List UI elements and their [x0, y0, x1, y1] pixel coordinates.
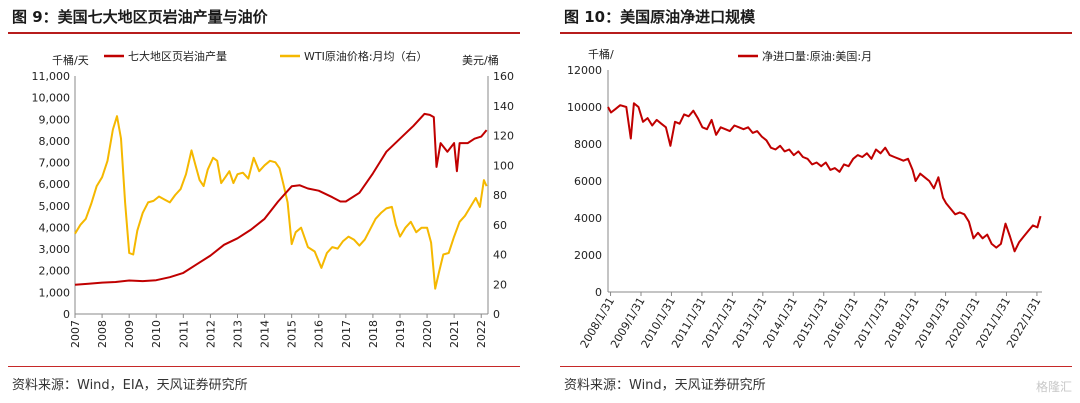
x-tick-label: 2015 — [286, 320, 299, 348]
right-y-tick-label: 100 — [493, 159, 514, 172]
right-chart-panel: 图 10：美国原油净进口规模 0 2000 4000 6000 8000 10000 120… — [552, 0, 1080, 403]
x-tick-label: 2011 — [177, 320, 190, 348]
left-y-tick-label: 2,000 — [39, 265, 71, 278]
right-chart-title: 图 10：美国原油净进口规模 — [564, 8, 756, 26]
left-y-tick-label: 9,000 — [39, 113, 71, 126]
y-tick-label: 12000 — [567, 64, 602, 77]
x-tick-label: 2016 — [313, 320, 326, 348]
x-tick-label: 2020 — [421, 320, 434, 348]
y-unit-label: 千桶/ — [588, 47, 614, 61]
left-y-tick-label: 4,000 — [39, 221, 71, 234]
y-tick-label: 8000 — [574, 138, 602, 151]
left-title-rule — [8, 32, 520, 34]
x-tick-label: 2014 — [259, 320, 272, 348]
left-y-tick-label: 7,000 — [39, 157, 71, 170]
right-y-tick-label: 0 — [493, 308, 500, 321]
left-source-rule — [8, 366, 520, 367]
right-chart-source: 资料来源：Wind，天风证券研究所 — [564, 378, 766, 393]
left-y-tick-label: 10,000 — [32, 92, 71, 105]
x-tick-label: 2009 — [123, 320, 136, 348]
x-tick-label: 2017 — [340, 320, 353, 348]
right-y-tick-label: 80 — [493, 189, 507, 202]
legend-label-net-imports: 净进口量:原油:美国:月 — [762, 49, 872, 63]
x-tick-label: 2022 — [475, 320, 488, 348]
left-y-tick-label: 5,000 — [39, 200, 71, 213]
left-y-tick-label: 8,000 — [39, 135, 71, 148]
left-chart-source: 资料来源：Wind，EIA，天风证券研究所 — [12, 378, 248, 393]
y-tick-label: 10000 — [567, 101, 602, 114]
x-tick-label: 2019 — [394, 320, 407, 348]
right-source-rule — [560, 366, 1072, 367]
right-y-tick-label: 20 — [493, 278, 507, 291]
right-y-tick-label: 40 — [493, 249, 507, 262]
x-tick-label: 2010 — [150, 320, 163, 348]
series-line-wti-price — [74, 115, 488, 290]
y-tick-label: 6000 — [574, 175, 602, 188]
y-tick-label: 0 — [595, 286, 602, 299]
left-y-tick-label: 11,000 — [32, 70, 71, 83]
left-y-tick-label: 3,000 — [39, 243, 71, 256]
left-chart-title: 图 9：美国七大地区页岩油产量与油价 — [12, 8, 268, 26]
right-y-unit-label: 美元/桶 — [462, 53, 499, 67]
y-tick-label: 4000 — [574, 212, 602, 225]
series-line-shale-production — [74, 112, 488, 286]
right-chart-svg: 0200040006000800010000120002008/1/312009… — [567, 47, 1044, 350]
x-tick-label: 2018 — [367, 320, 380, 348]
legend-label-shale-production: 七大地区页岩油产量 — [128, 49, 227, 63]
left-y-tick-label: 6,000 — [39, 178, 71, 191]
x-tick-label: 2007 — [69, 320, 82, 348]
left-chart-svg: 0 1,000 2,000 3,000 4,000 5,000 6,000 7,000 8,00… — [32, 49, 515, 348]
right-y-tick-label: 120 — [493, 130, 514, 143]
left-y-tick-label: 0 — [63, 308, 70, 321]
x-tick-label: 2008 — [96, 320, 109, 348]
left-chart-panel: 图 9：美国七大地区页岩油产量与油价 0 1,000 2,000 3,000 4,000… — [0, 0, 528, 403]
y-tick-label: 2000 — [574, 249, 602, 262]
right-title-rule — [560, 32, 1072, 34]
legend-label-wti-price: WTI原油价格:月均（右） — [304, 49, 428, 63]
left-y-unit-label: 千桶/天 — [52, 53, 89, 67]
watermark-logo: 格隆汇 — [1035, 380, 1072, 394]
right-y-tick-label: 160 — [493, 70, 514, 83]
left-y-tick-label: 1,000 — [39, 286, 71, 299]
x-tick-label: 2012 — [204, 320, 217, 348]
x-tick-label: 2021 — [448, 320, 461, 348]
x-tick-label: 2013 — [231, 320, 244, 348]
right-y-tick-label: 140 — [493, 100, 514, 113]
right-y-tick-label: 60 — [493, 219, 507, 232]
series-line-net-imports — [607, 102, 1042, 253]
